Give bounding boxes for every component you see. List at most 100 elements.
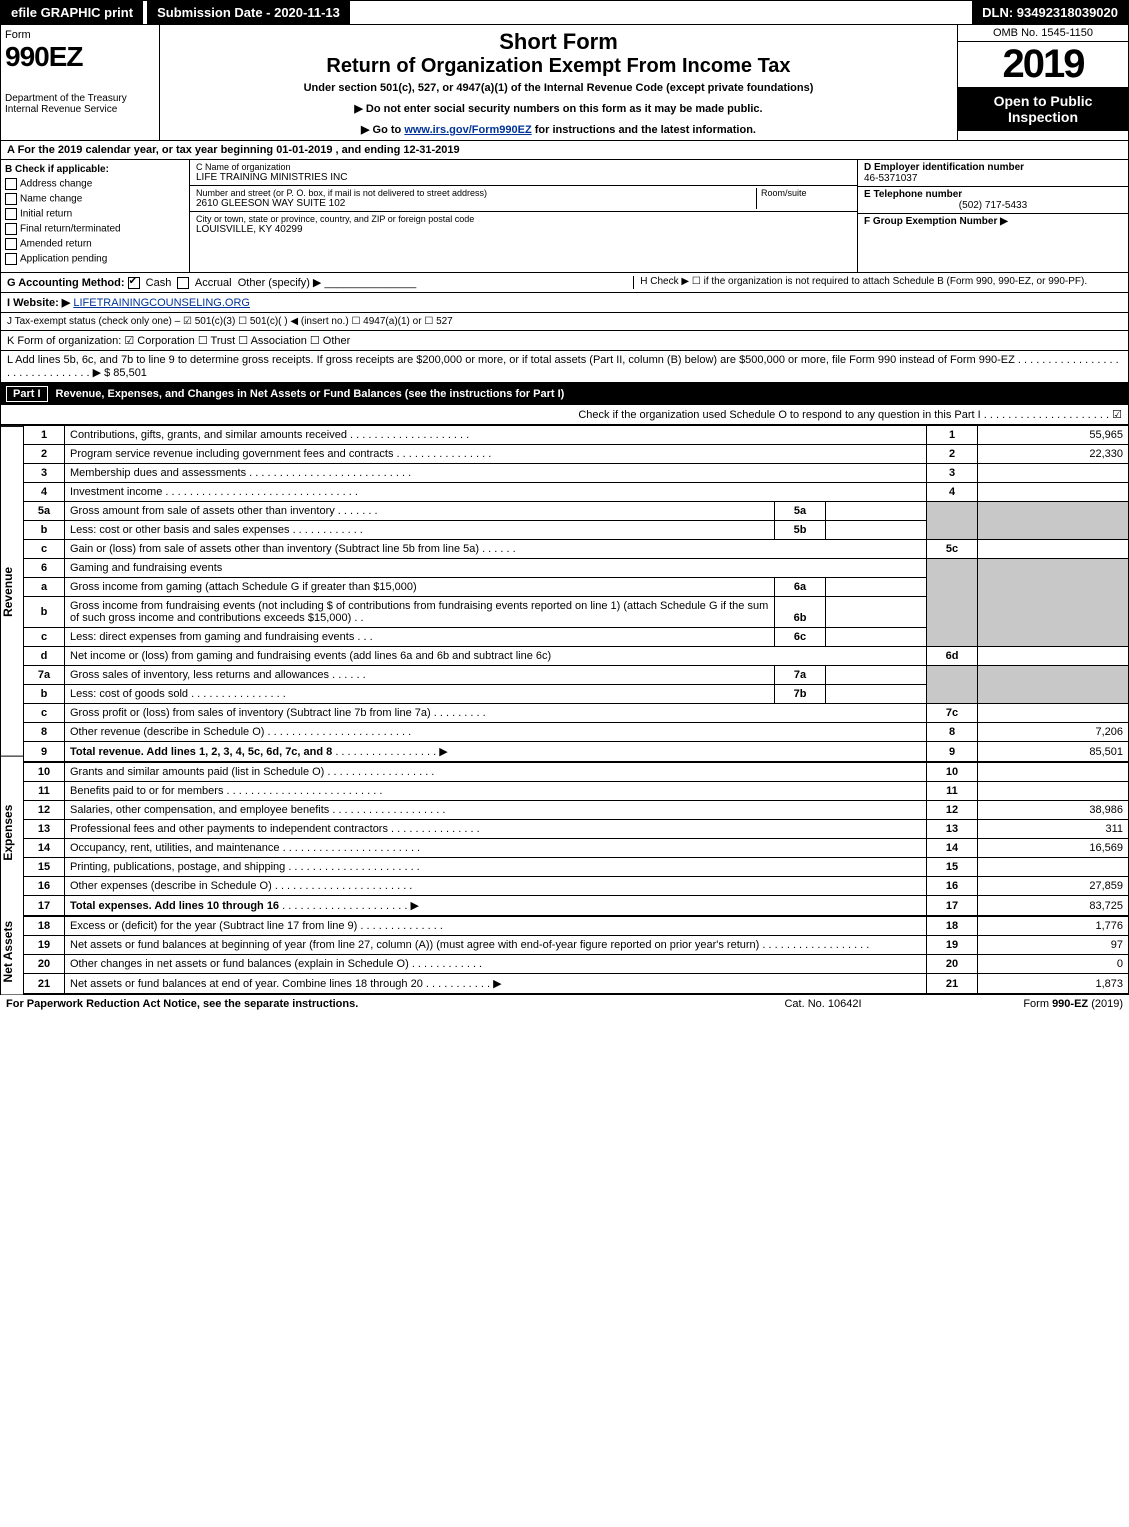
line-desc: Other revenue (describe in Schedule O) [70,726,264,738]
check-label: Name change [20,194,82,205]
line-desc: Less: direct expenses from gaming and fu… [70,631,354,643]
table-row: dNet income or (loss) from gaming and fu… [24,647,1129,666]
table-row: 15Printing, publications, postage, and s… [24,858,1129,877]
ein-label: D Employer identification number [864,162,1122,173]
top-bar: efile GRAPHIC print Submission Date - 20… [0,0,1129,25]
phone-value: (502) 717-5433 [864,200,1122,211]
line-i: I Website: ▶ LIFETRAININGCOUNSELING.ORG [0,293,1129,313]
street-label: Number and street (or P. O. box, if mail… [196,188,756,198]
section-b-label: B Check if applicable: [5,164,185,175]
table-row: 3Membership dues and assessments . . . .… [24,464,1129,483]
table-row: 18Excess or (deficit) for the year (Subt… [24,916,1129,936]
table-row: 14Occupancy, rent, utilities, and mainte… [24,839,1129,858]
form-header: Form 990EZ Department of the Treasury In… [0,25,1129,141]
title-short-form: Short Form [166,29,951,55]
check-initial-return[interactable] [5,208,17,220]
section-def: D Employer identification number 46-5371… [857,160,1128,272]
check-amended-return[interactable] [5,238,17,250]
goto-post: for instructions and the latest informat… [532,124,756,136]
line-desc: Net assets or fund balances at end of ye… [70,978,423,990]
section-expenses-label: Expenses [1,756,23,908]
line-desc: Other expenses (describe in Schedule O) [70,880,272,892]
check-name-change[interactable] [5,193,17,205]
check-cash[interactable] [128,277,140,289]
other-label: Other (specify) ▶ [238,277,322,289]
subtitle-goto: ▶ Go to www.irs.gov/Form990EZ for instru… [166,123,951,136]
phone-label: E Telephone number [864,189,1122,200]
line-desc: Contributions, gifts, grants, and simila… [70,429,347,441]
form-word: Form [5,29,155,41]
line-j: J Tax-exempt status (check only one) – ☑… [0,313,1129,331]
page-footer: For Paperwork Reduction Act Notice, see … [0,994,1129,1013]
subtitle-ssn-warning: ▶ Do not enter social security numbers o… [166,102,951,115]
table-row: cGross profit or (loss) from sales of in… [24,704,1129,723]
line-l-text: L Add lines 5b, 6c, and 7b to line 9 to … [7,354,1119,379]
part-1-header: Part I Revenue, Expenses, and Changes in… [0,383,1129,405]
accrual-label: Accrual [195,277,232,289]
goto-pre: ▶ Go to [361,124,404,136]
lines-table: 1Contributions, gifts, grants, and simil… [23,426,1129,994]
line-desc: Gross sales of inventory, less returns a… [70,669,329,681]
line-g-label: G Accounting Method: [7,277,125,289]
line-desc: Gross income from fundraising events (no… [70,600,768,624]
entity-block: B Check if applicable: Address change Na… [0,160,1129,273]
line-l-value: 85,501 [113,367,147,379]
line-h: H Check ▶ ☐ if the organization is not r… [633,276,1122,289]
check-label: Application pending [20,254,107,265]
omb-number: OMB No. 1545-1150 [958,25,1128,42]
check-address-change[interactable] [5,178,17,190]
table-row: 8Other revenue (describe in Schedule O) … [24,723,1129,742]
section-c: C Name of organization LIFE TRAINING MIN… [190,160,857,272]
city-label: City or town, state or province, country… [196,214,851,224]
title-return: Return of Organization Exempt From Incom… [166,55,951,78]
line-k: K Form of organization: ☑ Corporation ☐ … [0,331,1129,351]
org-name: LIFE TRAINING MINISTRIES INC [196,172,851,183]
open-to-public: Open to Public Inspection [958,87,1128,131]
department: Department of the Treasury [5,93,155,104]
efile-label: efile GRAPHIC print [1,1,143,24]
arrow-icon: ▶ [493,978,501,990]
line-desc: Net assets or fund balances at beginning… [70,939,759,951]
dln-label: DLN: 93492318039020 [972,1,1128,24]
irs-label: Internal Revenue Service [5,104,155,115]
website-link[interactable]: LIFETRAININGCOUNSELING.ORG [73,297,250,309]
line-desc: Benefits paid to or for members [70,785,223,797]
table-row: cGain or (loss) from sale of assets othe… [24,540,1129,559]
arrow-icon: ▶ [439,746,447,758]
website-label: I Website: ▶ [7,297,70,309]
table-row: 2Program service revenue including gover… [24,445,1129,464]
table-row: 13Professional fees and other payments t… [24,820,1129,839]
form-number: 990EZ [5,41,155,73]
org-name-label: C Name of organization [196,162,851,172]
table-row: 21Net assets or fund balances at end of … [24,974,1129,994]
line-desc: Gross profit or (loss) from sales of inv… [70,707,431,719]
tax-year: 2019 [958,42,1128,87]
line-desc: Grants and similar amounts paid (list in… [70,766,324,778]
line-g-h: G Accounting Method: Cash Accrual Other … [0,273,1129,293]
line-desc: Printing, publications, postage, and shi… [70,861,285,873]
table-row: 11Benefits paid to or for members . . . … [24,782,1129,801]
line-desc: Total expenses. Add lines 10 through 16 [70,900,279,912]
group-exemption-label: F Group Exemption Number ▶ [864,216,1122,227]
section-b: B Check if applicable: Address change Na… [1,160,190,272]
part-1-title: Revenue, Expenses, and Changes in Net As… [56,388,1123,400]
table-row: 19Net assets or fund balances at beginni… [24,936,1129,955]
room-label: Room/suite [761,188,851,198]
line-desc: Less: cost or other basis and sales expe… [70,524,290,536]
irs-link[interactable]: www.irs.gov/Form990EZ [404,124,531,136]
footer-mid: Cat. No. 10642I [723,998,923,1010]
table-row: 7aGross sales of inventory, less returns… [24,666,1129,685]
street-value: 2610 GLEESON WAY SUITE 102 [196,198,756,209]
check-label: Initial return [20,209,72,220]
section-revenue-label: Revenue [1,426,23,756]
check-application-pending[interactable] [5,253,17,265]
line-desc: Program service revenue including govern… [70,448,393,460]
check-label: Final return/terminated [20,224,121,235]
check-final-return[interactable] [5,223,17,235]
footer-left: For Paperwork Reduction Act Notice, see … [6,998,723,1010]
line-a: A For the 2019 calendar year, or tax yea… [0,141,1129,160]
table-row: 5aGross amount from sale of assets other… [24,502,1129,521]
check-accrual[interactable] [177,277,189,289]
table-row: 1Contributions, gifts, grants, and simil… [24,426,1129,445]
table-row: 6Gaming and fundraising events [24,559,1129,578]
